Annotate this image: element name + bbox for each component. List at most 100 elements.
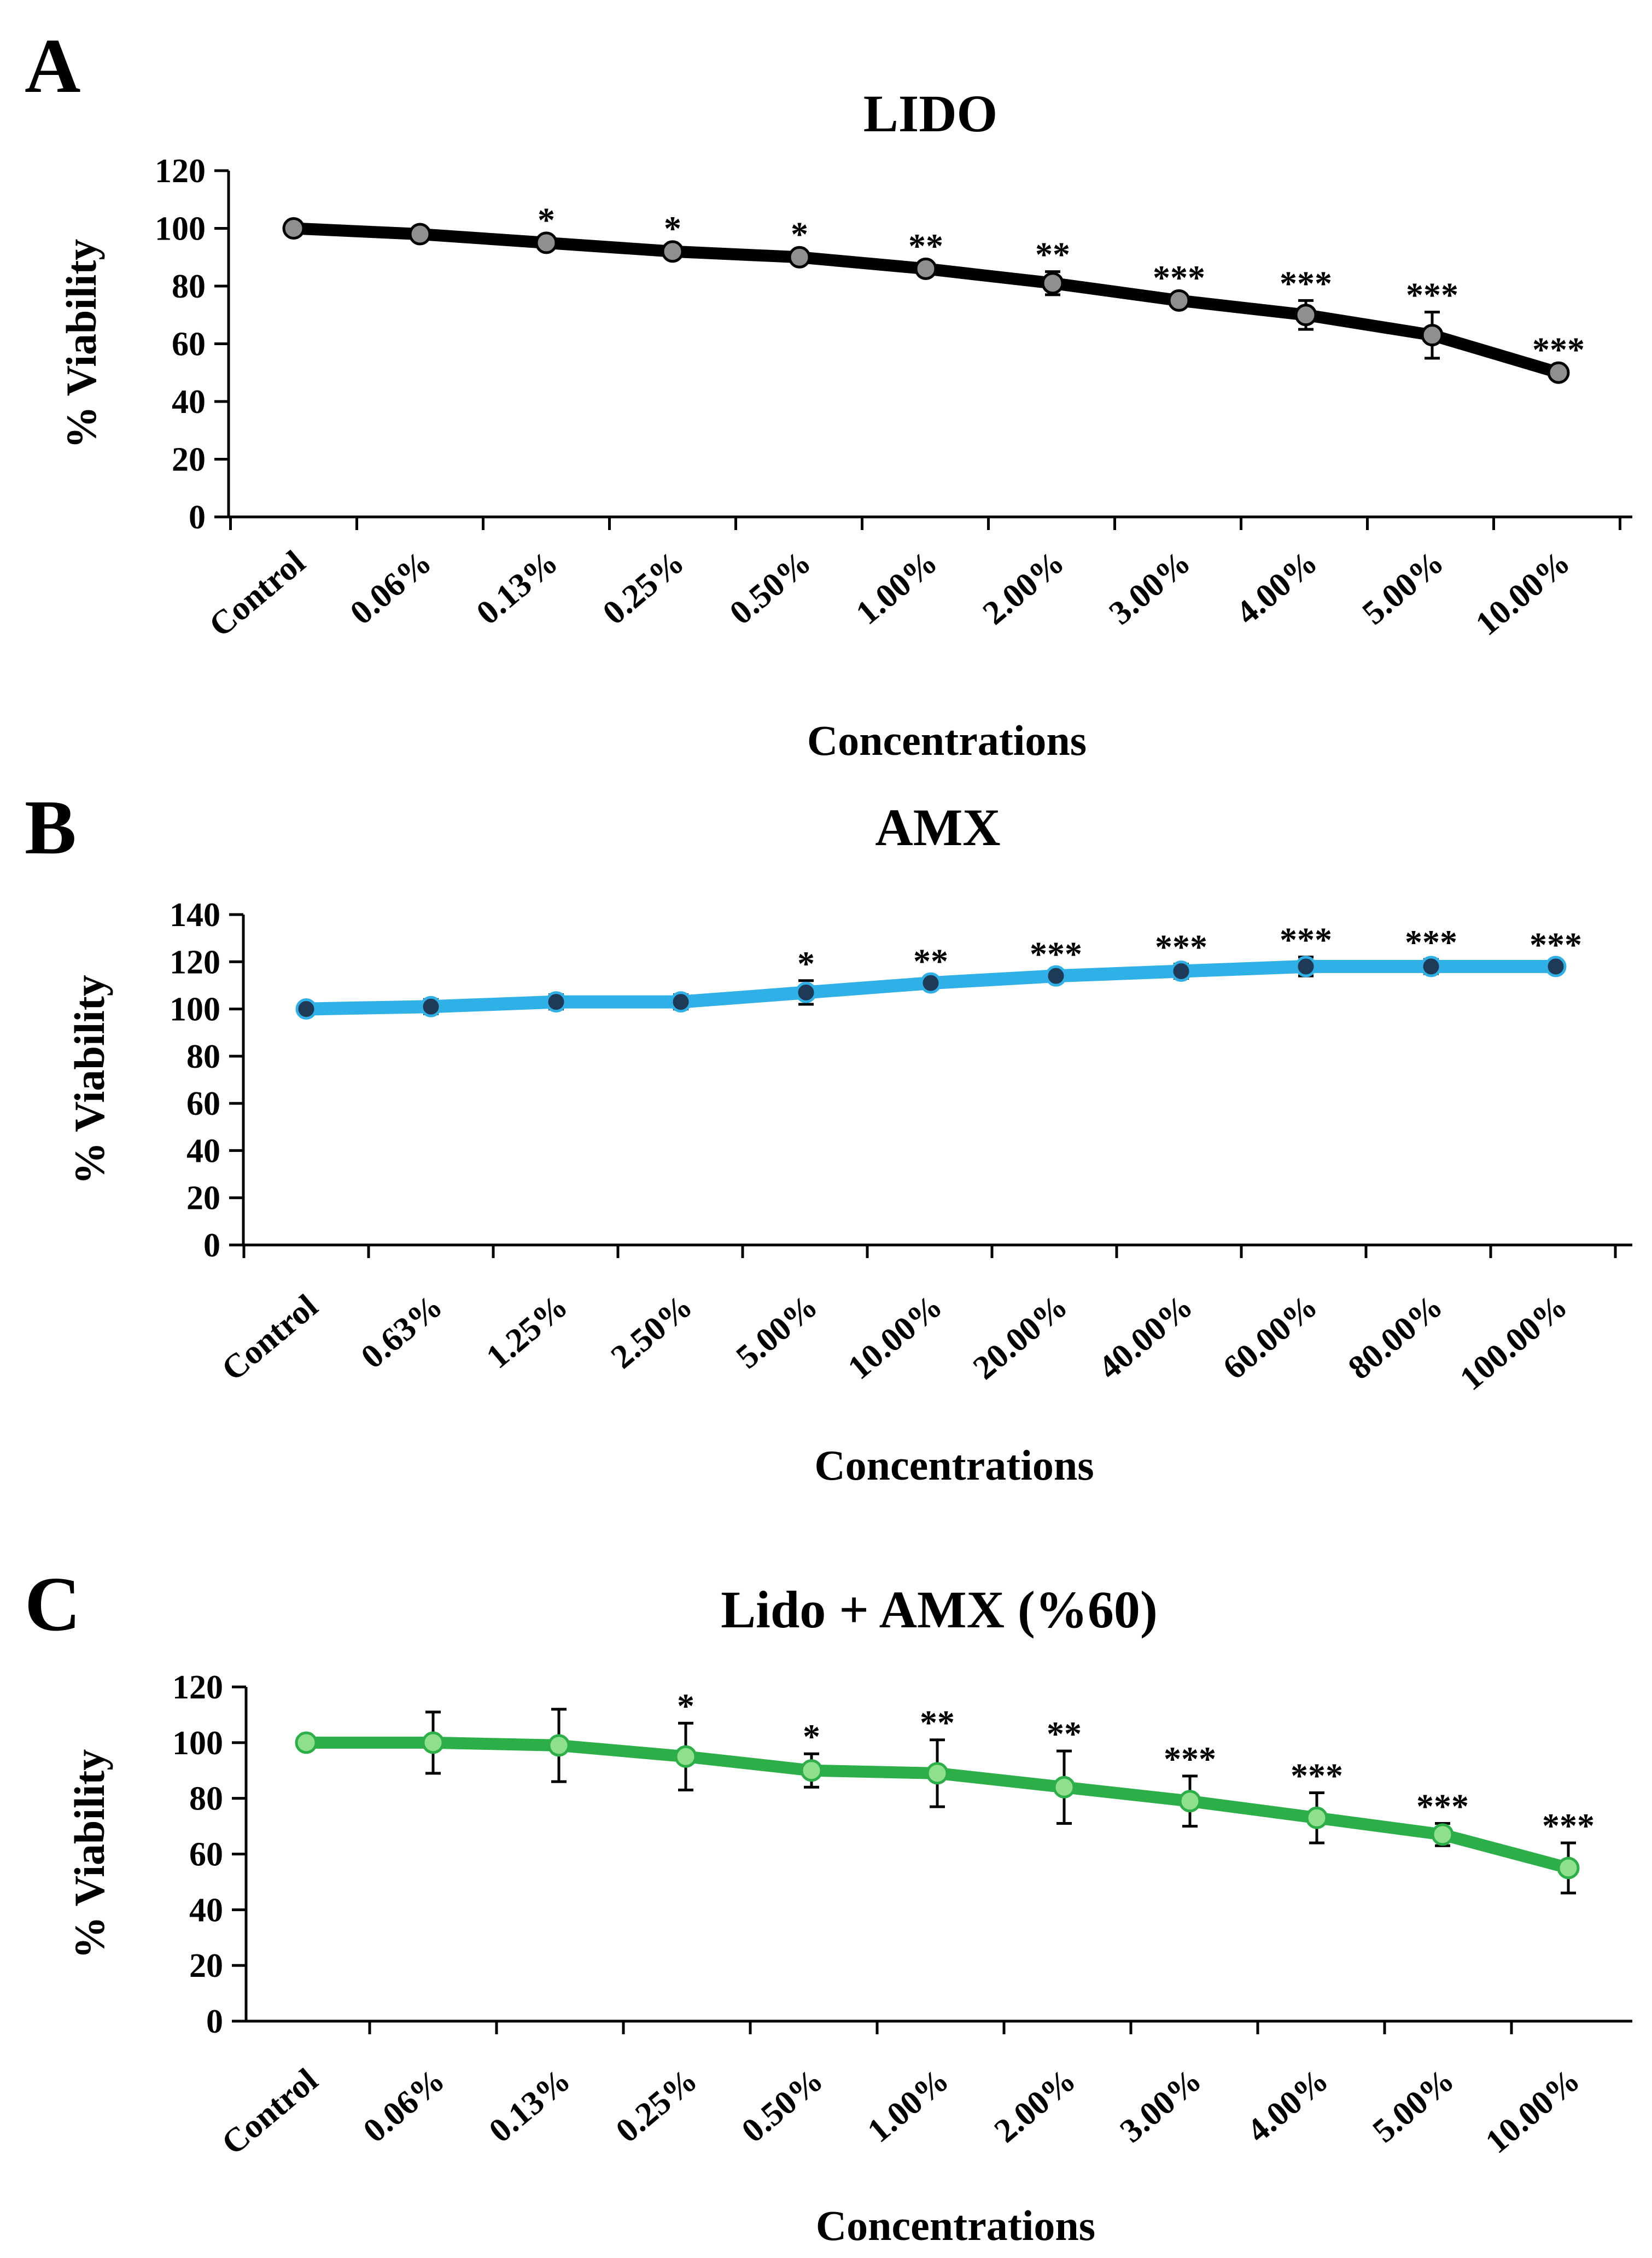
- x-tick-label: 0.63%: [354, 1288, 450, 1376]
- data-point: [1053, 1776, 1076, 1799]
- significance-label: ***: [1291, 1756, 1343, 1795]
- data-point: [795, 981, 817, 1003]
- data-point: [1178, 1790, 1201, 1813]
- significance-label: **: [920, 1703, 955, 1742]
- data-point: [282, 217, 305, 240]
- x-axis-label: Concentrations: [807, 717, 1087, 764]
- data-point: [1547, 361, 1570, 384]
- data-point: [420, 996, 442, 1017]
- x-tick-label: 0.25%: [596, 544, 691, 632]
- data-point: [1305, 1806, 1328, 1829]
- panel-letter: B: [25, 784, 77, 870]
- y-tick-label: 120: [155, 153, 206, 190]
- data-point: [1557, 1857, 1580, 1879]
- significance-label: ***: [1406, 275, 1458, 314]
- x-tick-label: 60.00%: [1216, 1288, 1324, 1387]
- x-tick-label: 10.00%: [1479, 2062, 1587, 2161]
- significance-label: *: [797, 944, 815, 983]
- y-tick-label: 140: [170, 897, 220, 934]
- y-tick-label: 120: [172, 1669, 223, 1706]
- x-tick-label: 5.00%: [1356, 544, 1451, 632]
- data-point: [545, 991, 567, 1013]
- data-point: [926, 1762, 949, 1785]
- data-point: [1431, 1823, 1454, 1846]
- data-point: [422, 1731, 445, 1754]
- y-tick-label: 100: [155, 211, 206, 248]
- x-tick-label: 1.00%: [861, 2062, 956, 2150]
- panel-letter: C: [25, 1561, 81, 1647]
- x-tick-label: 4.00%: [1240, 2062, 1335, 2150]
- x-tick-label: 4.00%: [1229, 544, 1324, 632]
- x-tick-label: 0.06%: [343, 544, 439, 632]
- y-axis-label: % Viability: [66, 975, 113, 1185]
- significance-label: ***: [1532, 330, 1585, 369]
- y-tick-label: 100: [172, 1725, 223, 1762]
- significance-label: *: [538, 200, 555, 239]
- significance-label: ***: [1030, 935, 1082, 974]
- y-tick-label: 0: [206, 2003, 223, 2040]
- y-tick-label: 80: [186, 1038, 220, 1075]
- significance-label: *: [664, 209, 681, 248]
- significance-label: ***: [1405, 923, 1457, 962]
- significance-label: **: [908, 226, 943, 265]
- significance-label: ***: [1164, 1739, 1216, 1778]
- significance-label: ***: [1280, 921, 1332, 959]
- data-point: [1421, 324, 1444, 347]
- y-tick-label: 40: [172, 383, 206, 421]
- y-tick-label: 0: [203, 1227, 220, 1264]
- x-tick-label: 3.00%: [1102, 544, 1198, 632]
- y-tick-label: 100: [170, 991, 220, 1028]
- data-point: [1420, 956, 1442, 977]
- data-point: [661, 240, 684, 263]
- x-tick-label: 0.50%: [723, 544, 818, 632]
- x-tick-label: 20.00%: [966, 1288, 1075, 1387]
- significance-label: *: [791, 215, 808, 254]
- data-point: [670, 991, 692, 1013]
- data-point: [920, 972, 942, 994]
- x-tick-label: Control: [202, 544, 312, 644]
- y-tick-label: 20: [186, 1180, 220, 1217]
- data-point: [1170, 961, 1192, 982]
- significance-label: *: [803, 1717, 820, 1756]
- y-tick-label: 40: [189, 1892, 223, 1929]
- x-tick-label: 0.13%: [470, 544, 565, 632]
- x-tick-label: 5.00%: [1366, 2062, 1461, 2150]
- y-tick-label: 60: [189, 1836, 223, 1873]
- significance-label: **: [913, 941, 948, 980]
- significance-label: ***: [1542, 1806, 1595, 1845]
- x-tick-label: 2.00%: [988, 2062, 1083, 2150]
- y-tick-label: 120: [170, 944, 220, 981]
- chart-title: AMX: [875, 798, 1000, 857]
- x-tick-label: Control: [215, 2062, 325, 2162]
- x-axis-label: Concentrations: [814, 1441, 1094, 1489]
- x-tick-label: Control: [215, 1288, 325, 1388]
- x-tick-label: 0.50%: [735, 2062, 830, 2150]
- x-tick-label: 10.00%: [1469, 544, 1577, 643]
- x-tick-label: 2.50%: [604, 1288, 699, 1376]
- data-point: [295, 998, 317, 1020]
- x-tick-label: 3.00%: [1113, 2062, 1209, 2150]
- y-axis-label: % Viability: [57, 239, 105, 449]
- data-point: [1295, 956, 1317, 977]
- x-tick-label: 0.06%: [357, 2062, 452, 2150]
- y-tick-label: 80: [172, 268, 206, 305]
- chart-panel-a: A LIDO 0 20 40 60 80 100 120 Control 0.06% 0.13% 0.2…: [25, 22, 1632, 764]
- y-tick-label: 80: [189, 1780, 223, 1818]
- data-point: [1294, 304, 1317, 327]
- x-tick-label: 40.00%: [1091, 1288, 1200, 1387]
- chart-title: Lido + AMX (%60): [721, 1580, 1158, 1639]
- x-tick-label: 2.00%: [976, 544, 1071, 632]
- significance-label: ***: [1416, 1786, 1469, 1825]
- x-tick-label: 0.13%: [482, 2062, 577, 2150]
- data-point: [408, 223, 431, 246]
- significance-label: **: [1047, 1714, 1082, 1753]
- data-point: [1045, 965, 1067, 987]
- x-axis-label: Concentrations: [816, 2202, 1095, 2249]
- significance-label: *: [677, 1686, 694, 1725]
- x-tick-label: 5.00%: [729, 1288, 825, 1376]
- x-tick-label: 1.00%: [849, 544, 944, 632]
- y-axis-label: % Viability: [66, 1749, 113, 1959]
- chart-panel-b: B AMX 0 20 40 60 80 100 120 140 Control 0.63% 1.25% 2…: [25, 784, 1632, 1489]
- chart-panel-c: C Lido + AMX (%60) 0 20 40 60 80 100 120 Control 0…: [25, 1561, 1632, 2249]
